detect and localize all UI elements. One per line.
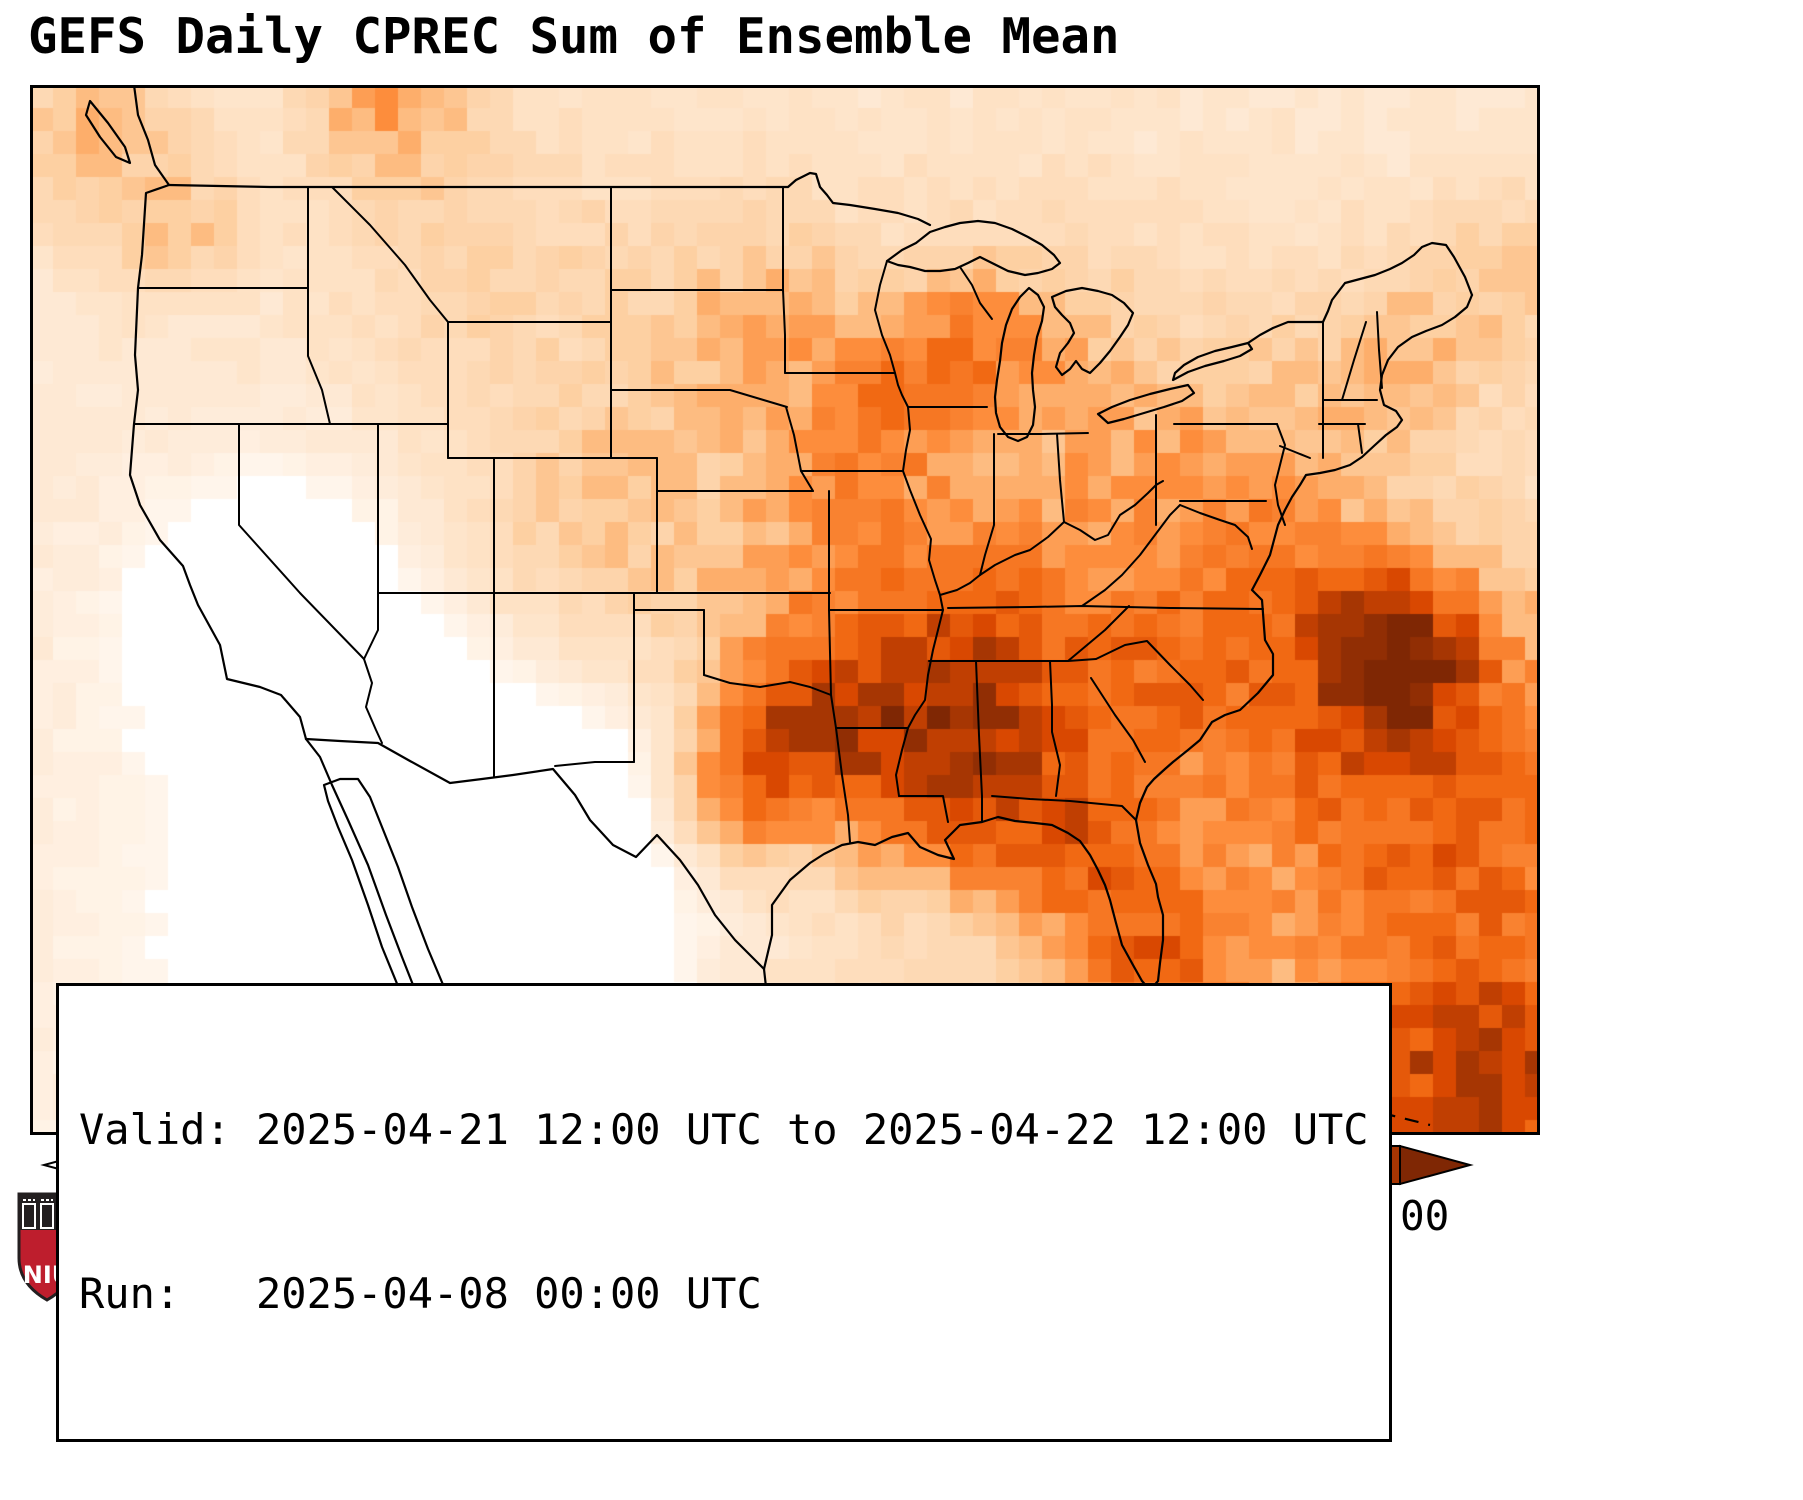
map-frame [30,85,1540,1135]
lake-ontario [1171,341,1254,382]
us-canada-border-east [1246,241,1474,345]
valid-run-info-box: Valid: 2025-04-21 12:00 UTC to 2025-04-2… [56,983,1392,1442]
map-borders-overlay [30,85,1540,1135]
colorbar-gradient-segment [1392,1146,1401,1184]
us-mexico-border [304,737,766,971]
lake-erie [1096,383,1196,425]
precipitation-heatmap [30,85,1540,1135]
lake-huron [1050,286,1135,377]
vancouver-island [84,99,132,165]
us-canada-border-west [167,171,932,227]
lake-michigan [993,286,1046,443]
gulf-atlantic-co astline [762,293,1474,992]
figure-title: GEFS Daily CPREC Sum of Ensemble Mean [28,8,1120,65]
state-boundaries [133,186,1383,843]
valid-time-text: Valid: 2025-04-21 12:00 UTC to 2025-04-2… [79,1105,1369,1155]
precip-map: Valid: 2025-04-21 12:00 UTC to 2025-04-2… [30,85,1540,1442]
colorbar-over-arrow [1399,1144,1474,1186]
run-time-text: Run: 2025-04-08 00:00 UTC [79,1268,762,1318]
great-lakes [885,219,1254,443]
pacific-coastline [128,85,308,741]
lake-superior [885,219,1062,277]
coastlines [84,85,1474,1135]
